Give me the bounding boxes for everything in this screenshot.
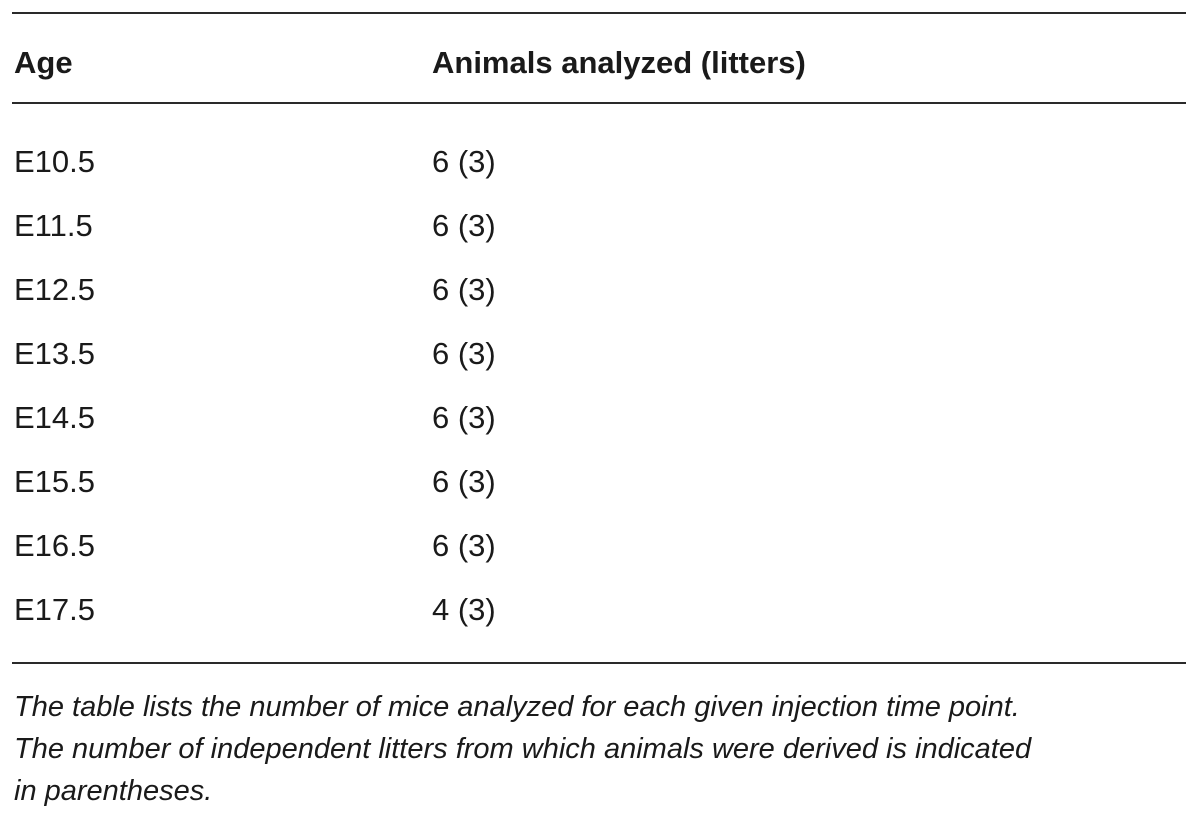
- age-cell: E16.5: [14, 528, 96, 563]
- age-cell: E13.5: [14, 336, 96, 371]
- footnote-line: in parentheses.: [14, 775, 213, 807]
- table-row: E14.5 6 (3): [0, 386, 1200, 450]
- table-header-row: Age Animals analyzed (litters): [0, 38, 1200, 88]
- table-row: E17.5 4 (3): [0, 578, 1200, 642]
- animals-cell: 4 (3): [432, 592, 496, 627]
- table-footnote: The table lists the number of mice analy…: [14, 686, 1188, 812]
- animals-cell: 6 (3): [432, 464, 496, 499]
- table-row: E10.5 6 (3): [0, 130, 1200, 194]
- table-row: E16.5 6 (3): [0, 514, 1200, 578]
- animals-cell: 6 (3): [432, 144, 496, 179]
- table-row: E12.5 6 (3): [0, 258, 1200, 322]
- age-cell: E12.5: [14, 272, 96, 307]
- animals-cell: 6 (3): [432, 528, 496, 563]
- table-row: E15.5 6 (3): [0, 450, 1200, 514]
- animals-cell: 6 (3): [432, 336, 496, 371]
- footnote-line: The table lists the number of mice analy…: [14, 691, 1020, 723]
- animals-cell: 6 (3): [432, 208, 496, 243]
- table-bottom-rule: [12, 662, 1186, 664]
- animals-cell: 6 (3): [432, 400, 496, 435]
- table-header-rule: [12, 102, 1186, 104]
- table-row: E11.5 6 (3): [0, 194, 1200, 258]
- animals-cell: 6 (3): [432, 272, 496, 307]
- age-cell: E17.5: [14, 592, 96, 627]
- column-header-animals-analyzed: Animals analyzed (litters): [432, 45, 806, 80]
- table-row: E13.5 6 (3): [0, 322, 1200, 386]
- table-top-rule: [12, 12, 1186, 14]
- table-body: E10.5 6 (3) E11.5 6 (3) E12.5 6 (3) E13.…: [0, 130, 1200, 642]
- age-cell: E11.5: [14, 208, 93, 243]
- age-cell: E15.5: [14, 464, 96, 499]
- age-cell: E14.5: [14, 400, 96, 435]
- age-cell: E10.5: [14, 144, 96, 179]
- column-header-age: Age: [14, 45, 73, 80]
- footnote-line: The number of independent litters from w…: [14, 733, 1032, 765]
